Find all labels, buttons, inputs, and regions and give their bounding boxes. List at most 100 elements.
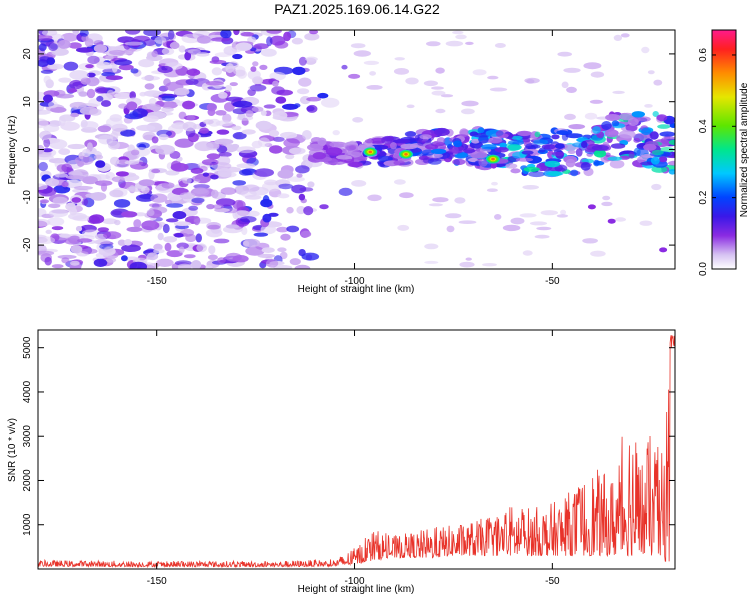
heatmap-cell <box>231 46 242 53</box>
heatmap-cell <box>70 112 79 118</box>
heatmap-cell <box>166 203 184 208</box>
heatmap-cell <box>306 106 315 112</box>
heatmap-cell <box>61 163 73 173</box>
heatmap-cell <box>245 110 254 118</box>
heatmap-cell <box>272 111 288 120</box>
heatmap-cell <box>565 133 583 139</box>
heatmap-cell <box>93 154 104 160</box>
heatmap-cell <box>38 43 47 52</box>
heatmap-cell <box>455 34 467 40</box>
heatmap-cell <box>350 43 366 49</box>
heatmap-x-tick-label: -100 <box>345 276 365 287</box>
heatmap-cell <box>207 254 218 261</box>
heatmap-cell <box>121 244 141 252</box>
heatmap-cell <box>273 265 293 269</box>
heatmap-cell <box>205 81 224 86</box>
heatmap-cell <box>209 59 227 65</box>
heatmap-cell <box>241 226 248 236</box>
heatmap-cell <box>52 196 68 205</box>
heatmap-cell <box>489 87 508 92</box>
snr-y-tick-label: 4000 <box>22 380 33 403</box>
heatmap-cell <box>155 258 174 267</box>
heatmap-cell <box>236 146 256 154</box>
heatmap-cell <box>524 77 540 84</box>
heatmap-cell <box>619 112 635 121</box>
heatmap-cell <box>306 96 322 102</box>
heatmap-cell <box>285 154 295 160</box>
heatmap-cell <box>162 223 170 234</box>
heatmap-cell <box>651 166 668 173</box>
heatmap-cell <box>57 39 71 49</box>
heatmap-cell <box>257 253 276 258</box>
heatmap-cell <box>38 118 49 129</box>
heatmap-cell <box>161 182 175 189</box>
heatmap-cell <box>305 56 318 62</box>
heatmap-cell <box>136 124 156 131</box>
heatmap-cell <box>43 124 60 133</box>
heatmap-cell <box>206 204 215 210</box>
heatmap-cell <box>534 131 541 138</box>
heatmap-cell <box>80 248 98 254</box>
heatmap-cell <box>604 152 611 157</box>
snr-y-tick-label: 1000 <box>22 513 33 536</box>
heatmap-cell <box>232 180 246 186</box>
heatmap-cell <box>394 179 406 185</box>
heatmap-cell <box>593 159 600 167</box>
heatmap-cell <box>116 159 130 165</box>
heatmap-cell <box>434 127 450 137</box>
heatmap-cell <box>510 217 525 225</box>
heatmap-cell <box>601 201 613 207</box>
heatmap-cell <box>261 247 275 254</box>
heatmap-cell <box>302 130 312 140</box>
snr-x-ticks: -150 -100 -50 <box>147 330 560 587</box>
heatmap-cell <box>592 126 601 134</box>
heatmap-cell <box>602 195 611 201</box>
heatmap-cell <box>566 86 577 93</box>
heatmap-cell <box>120 129 136 137</box>
heatmap-cell <box>471 138 480 144</box>
heatmap-cell <box>349 145 357 150</box>
heatmap-cell <box>261 181 282 192</box>
heatmap-cell <box>286 225 300 233</box>
heatmap-cell <box>206 153 221 160</box>
heatmap-cell <box>77 238 93 243</box>
heatmap-cell <box>225 63 235 74</box>
heatmap-cell <box>633 137 641 143</box>
heatmap-cell <box>329 141 348 148</box>
heatmap-cell <box>193 215 201 226</box>
heatmap-cell <box>556 130 569 136</box>
heatmap-cell <box>432 197 449 203</box>
heatmap-cell <box>117 239 126 246</box>
heatmap-cell <box>169 41 180 50</box>
heatmap-cell <box>283 31 292 42</box>
heatmap-cell <box>348 73 361 79</box>
heatmap-cell <box>191 197 205 204</box>
snr-x-tick-label: -50 <box>545 576 560 587</box>
heatmap-cell <box>126 186 146 192</box>
heatmap-cell <box>366 85 383 90</box>
heatmap-cell <box>431 86 444 90</box>
heatmap-cell <box>97 125 112 133</box>
heatmap-cell <box>291 37 303 45</box>
heatmap-cell <box>214 52 232 58</box>
heatmap-cell <box>613 34 623 42</box>
heatmap-cell <box>551 134 560 140</box>
heatmap-cell <box>160 101 178 109</box>
heatmap-cell <box>269 71 286 81</box>
heatmap-cell <box>490 162 497 169</box>
heatmap-cell <box>277 193 290 199</box>
heatmap-cell <box>207 224 220 230</box>
heatmap-x-tick-label: -150 <box>147 276 167 287</box>
heatmap-cell <box>68 42 82 49</box>
heatmap-cell <box>95 180 113 187</box>
colorbar: 0.0 0.2 0.4 0.6 Normalized spectral amplitu… <box>698 29 750 276</box>
heatmap-cell <box>73 185 93 190</box>
heatmap-cell <box>89 214 105 224</box>
heatmap-cell <box>178 111 187 120</box>
heatmap-cell <box>338 187 353 196</box>
heatmap-cell <box>440 94 454 98</box>
heatmap-cell <box>231 143 240 149</box>
heatmap-cell <box>131 149 140 156</box>
heatmap-cell <box>147 252 159 261</box>
heatmap-cell <box>232 100 253 108</box>
